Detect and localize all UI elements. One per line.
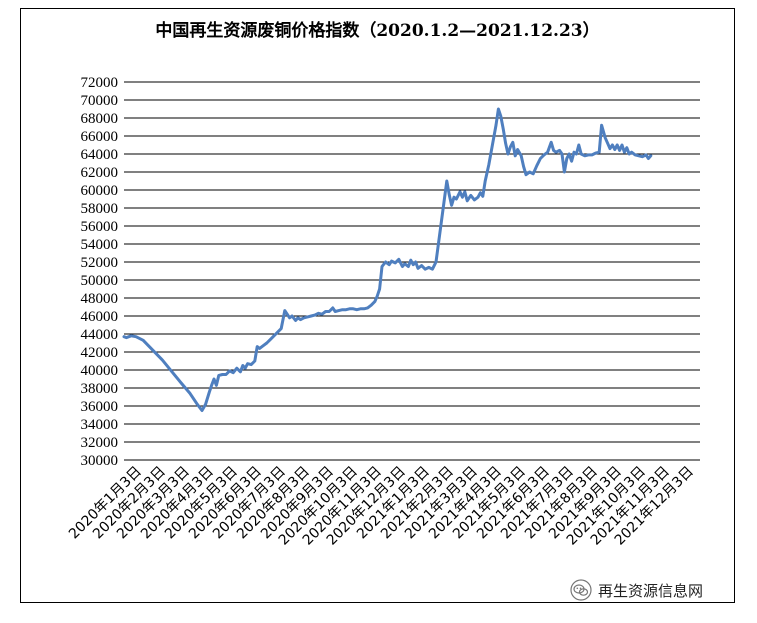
- x-axis-ticks: 2020年1月3日2020年2月3日2020年3月3日2020年4月3日2020…: [66, 464, 697, 549]
- y-tick-label: 64000: [81, 147, 119, 163]
- y-tick-label: 52000: [81, 255, 119, 271]
- series-line-0: [122, 107, 653, 412]
- series-layer: [122, 107, 653, 412]
- y-tick-label: 46000: [81, 309, 119, 325]
- gridlines: [124, 81, 700, 461]
- y-tick-label: 72000: [81, 75, 119, 91]
- y-tick-label: 50000: [81, 273, 119, 289]
- y-tick-label: 30000: [81, 453, 119, 469]
- y-tick-label: 44000: [81, 327, 119, 343]
- y-tick-label: 68000: [81, 111, 119, 127]
- wechat-icon: [570, 579, 592, 601]
- y-tick-label: 38000: [81, 381, 119, 397]
- y-tick-label: 40000: [81, 363, 119, 379]
- y-tick-label: 70000: [81, 93, 119, 109]
- watermark: 再生资源信息网: [570, 578, 703, 602]
- y-tick-label: 60000: [81, 183, 119, 199]
- y-tick-label: 56000: [81, 219, 119, 235]
- y-axis-ticks: 30000 32000 34000 36000 38000 40000 42000 44000…: [81, 75, 119, 469]
- y-tick-label: 66000: [81, 129, 119, 145]
- y-tick-label: 42000: [81, 345, 119, 361]
- y-tick-label: 48000: [81, 291, 119, 307]
- y-tick-label: 54000: [81, 237, 119, 253]
- y-tick-label: 36000: [81, 399, 119, 415]
- chart-title: 中国再生资源废铜价格指数（2020.1.2—2021.12.23）: [155, 21, 600, 41]
- y-tick-label: 34000: [81, 417, 119, 433]
- chart-frame: [20, 8, 735, 603]
- y-tick-label: 58000: [81, 201, 119, 217]
- y-tick-label: 62000: [81, 165, 119, 181]
- y-tick-label: 32000: [81, 435, 119, 451]
- watermark-text: 再生资源信息网: [598, 581, 704, 600]
